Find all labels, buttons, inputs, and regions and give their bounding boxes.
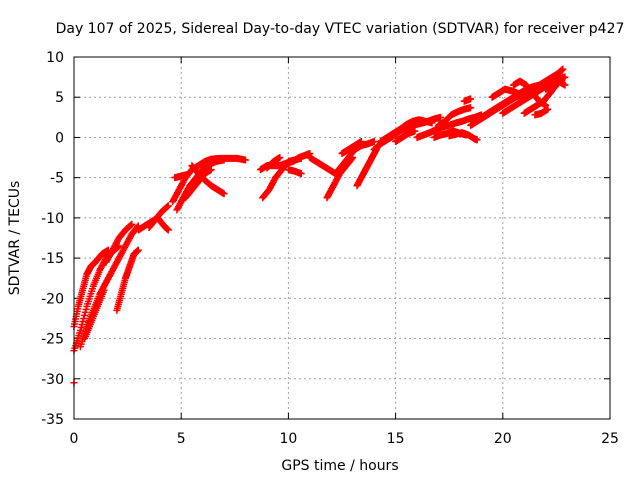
x-tick-label: 10 — [279, 431, 297, 447]
data-point — [100, 286, 108, 294]
data-point — [242, 156, 250, 164]
x-tick-label: 25 — [601, 431, 619, 447]
data-point — [164, 226, 172, 234]
x-tick-label: 5 — [177, 431, 186, 447]
data-point — [473, 136, 481, 144]
y-tick-label: -10 — [41, 211, 64, 227]
y-axis-label: SDTVAR / TECUs — [7, 181, 23, 296]
data-point — [128, 220, 136, 228]
data-point — [370, 137, 378, 145]
y-tick-label: 10 — [46, 50, 64, 66]
data-point — [357, 137, 365, 145]
y-tick-label: -35 — [41, 412, 64, 428]
data-point — [411, 127, 419, 135]
x-tick-label: 0 — [70, 431, 79, 447]
tick-labels: 0 5 10 15 20 25 -35 -30 -25 -20 -15 -10 -5 0 5 10 — [41, 50, 619, 447]
data-points — [70, 65, 569, 387]
data-point — [467, 104, 475, 112]
x-axis-label: GPS time / hours — [281, 458, 398, 474]
data-point — [437, 113, 445, 121]
data-point — [207, 166, 215, 174]
x-tick-label: 15 — [387, 431, 405, 447]
data-point — [559, 65, 567, 73]
y-tick-label: 5 — [55, 90, 64, 106]
data-point — [134, 246, 142, 254]
y-tick-label: -5 — [50, 171, 64, 187]
data-point — [559, 73, 567, 81]
data-point — [276, 154, 284, 162]
y-tick-label: -15 — [41, 251, 64, 267]
y-tick-label: -20 — [41, 291, 64, 307]
data-point — [220, 156, 228, 164]
data-point — [348, 155, 356, 163]
data-point — [514, 89, 522, 97]
data-point — [349, 154, 357, 162]
plot-frame — [73, 56, 611, 420]
y-tick-label: 0 — [55, 130, 64, 146]
y-tick-label: -30 — [41, 372, 64, 388]
data-point — [561, 81, 569, 89]
data-point — [220, 190, 228, 198]
x-tick-label: 20 — [494, 431, 512, 447]
data-point — [184, 170, 192, 178]
data-point — [467, 95, 475, 103]
data-point — [164, 202, 172, 210]
data-point — [297, 170, 305, 178]
data-point — [544, 105, 552, 113]
y-tick-label: -25 — [41, 332, 64, 348]
chart-title: Day 107 of 2025, Sidereal Day-to-day VTE… — [56, 21, 625, 37]
